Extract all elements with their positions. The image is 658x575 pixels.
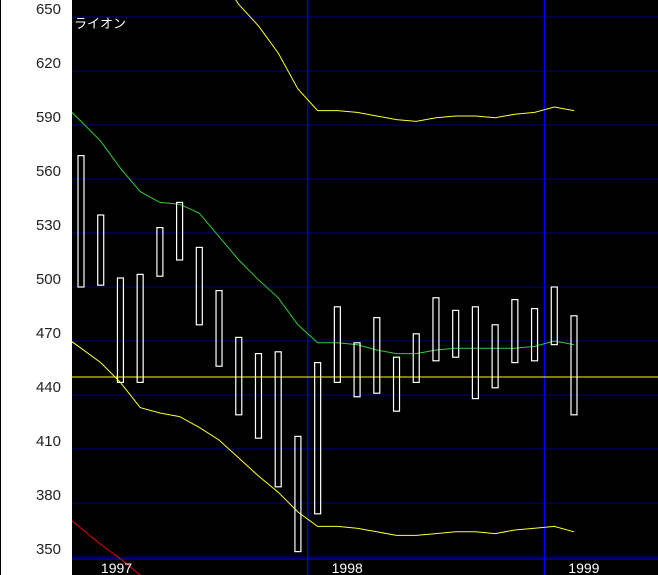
candle — [274, 351, 282, 488]
indicator-lines — [72, 0, 658, 575]
y-tick-label: 350 — [36, 541, 61, 558]
candle — [215, 290, 223, 367]
y-tick-label: 470 — [36, 325, 61, 342]
y-tick-label: 440 — [36, 379, 61, 396]
year-label: 1998 — [332, 560, 363, 575]
y-tick-label: 410 — [36, 433, 61, 450]
candle — [235, 336, 243, 416]
upper-band-line — [235, 0, 575, 122]
candle — [550, 286, 558, 346]
red-line-line — [72, 520, 141, 575]
y-tick-label: 620 — [36, 55, 61, 72]
year-label: 1999 — [568, 560, 599, 575]
moving-average-line — [72, 112, 575, 355]
gridlines — [72, 0, 658, 575]
y-tick-label: 590 — [36, 109, 61, 126]
candle — [511, 299, 519, 364]
candle — [195, 246, 203, 326]
year-label: 1997 — [101, 560, 132, 575]
candle — [392, 356, 401, 412]
y-tick-label: 500 — [36, 271, 61, 288]
candle — [471, 306, 479, 400]
candle — [491, 324, 499, 389]
candle — [333, 306, 341, 383]
candle — [412, 333, 420, 383]
candle — [176, 201, 184, 261]
left-border — [0, 0, 1, 575]
candle — [314, 362, 322, 515]
candle — [452, 309, 460, 358]
y-tick-label: 650 — [36, 1, 61, 18]
chart-title: ライオン — [74, 17, 126, 32]
lower-band-line — [72, 341, 575, 536]
x-axis-labels: 1997 1998 1999 — [101, 560, 600, 575]
y-tick-label: 380 — [36, 487, 61, 504]
candle — [97, 214, 105, 286]
candle — [294, 435, 302, 553]
y-axis-labels: 350 380 410 440 470 500 530 560 590 620 650 — [36, 1, 61, 558]
candle — [373, 317, 381, 394]
candle — [432, 297, 440, 362]
candle — [116, 277, 125, 384]
candles — [77, 155, 578, 553]
candle — [530, 308, 539, 362]
candle — [136, 273, 144, 383]
candle — [353, 342, 361, 398]
candle — [77, 155, 85, 288]
y-axis-panel — [0, 0, 72, 575]
candle — [570, 315, 578, 416]
y-tick-label: 530 — [36, 217, 61, 234]
candle — [254, 353, 263, 439]
candle — [156, 227, 164, 277]
y-tick-label: 560 — [36, 163, 61, 180]
